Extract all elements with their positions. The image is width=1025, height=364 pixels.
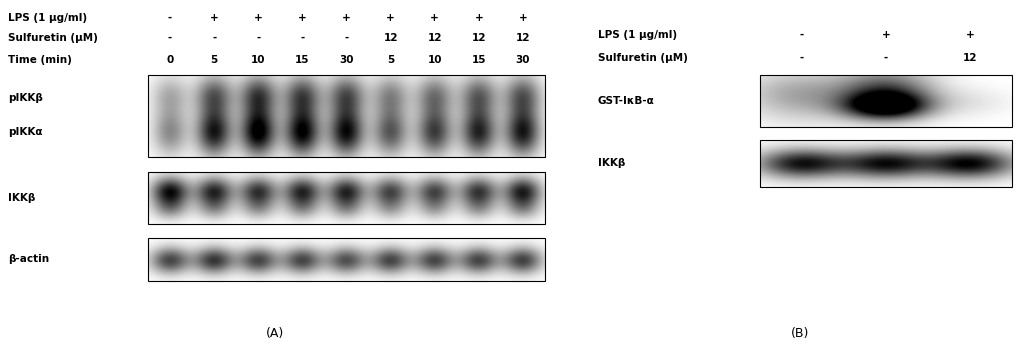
Text: LPS (1 μg/ml): LPS (1 μg/ml) xyxy=(598,30,678,40)
Text: 5: 5 xyxy=(210,55,217,65)
Text: 12: 12 xyxy=(383,33,398,43)
Text: IKKβ: IKKβ xyxy=(8,193,36,203)
Text: -: - xyxy=(168,13,172,23)
Text: -: - xyxy=(300,33,304,43)
Text: -: - xyxy=(800,30,805,40)
Text: +: + xyxy=(882,30,891,40)
Text: pIKKα: pIKKα xyxy=(8,127,42,137)
Text: -: - xyxy=(168,33,172,43)
Bar xyxy=(148,238,545,281)
Text: 12: 12 xyxy=(472,33,486,43)
Text: 15: 15 xyxy=(295,55,310,65)
Text: 30: 30 xyxy=(339,55,354,65)
Text: -: - xyxy=(800,53,805,63)
Text: Sulfuretin (μM): Sulfuretin (μM) xyxy=(598,53,688,63)
Text: 15: 15 xyxy=(472,55,486,65)
Text: IKKβ: IKKβ xyxy=(598,158,625,169)
Text: +: + xyxy=(475,13,483,23)
Text: -: - xyxy=(344,33,349,43)
Text: (B): (B) xyxy=(791,327,809,340)
Bar xyxy=(148,172,545,224)
Text: 0: 0 xyxy=(166,55,173,65)
Text: 10: 10 xyxy=(427,55,442,65)
Text: +: + xyxy=(254,13,262,23)
Text: +: + xyxy=(519,13,527,23)
Text: +: + xyxy=(342,13,351,23)
Text: +: + xyxy=(298,13,306,23)
Text: 12: 12 xyxy=(962,53,977,63)
Text: 30: 30 xyxy=(516,55,530,65)
Text: +: + xyxy=(430,13,439,23)
Text: -: - xyxy=(256,33,260,43)
Bar xyxy=(760,75,1012,127)
Text: Time (min): Time (min) xyxy=(8,55,72,65)
Text: +: + xyxy=(210,13,218,23)
Text: (A): (A) xyxy=(265,327,284,340)
Text: Sulfuretin (μM): Sulfuretin (μM) xyxy=(8,33,97,43)
Bar xyxy=(148,75,545,157)
Text: 12: 12 xyxy=(427,33,442,43)
Text: β-actin: β-actin xyxy=(8,254,49,265)
Text: LPS (1 μg/ml): LPS (1 μg/ml) xyxy=(8,13,87,23)
Text: pIKKβ: pIKKβ xyxy=(8,93,43,103)
Text: GST-IκB-α: GST-IκB-α xyxy=(598,96,655,106)
Text: -: - xyxy=(212,33,216,43)
Text: 10: 10 xyxy=(251,55,265,65)
Text: +: + xyxy=(386,13,395,23)
Text: -: - xyxy=(884,53,888,63)
Text: 12: 12 xyxy=(516,33,530,43)
Text: +: + xyxy=(966,30,975,40)
Text: 5: 5 xyxy=(387,55,395,65)
Bar xyxy=(760,140,1012,187)
